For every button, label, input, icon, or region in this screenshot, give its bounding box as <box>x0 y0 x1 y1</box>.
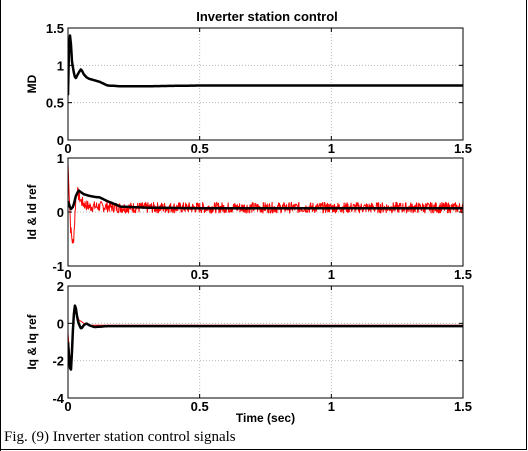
x-tick-label: 0 <box>64 141 71 156</box>
series-line-2 <box>68 189 463 211</box>
y-axis-label: MD <box>25 74 39 93</box>
y-tick-label: 0 <box>57 133 64 148</box>
y-tick-label: 1.5 <box>46 21 64 36</box>
y-axis-label: Id & Id ref <box>25 183 39 239</box>
x-tick-label: 0 <box>64 399 71 414</box>
x-tick-label: 1 <box>328 399 335 414</box>
y-tick-label: 1 <box>57 58 64 73</box>
series-group <box>68 163 463 244</box>
y-axis-label: Iq & Iq ref <box>25 313 39 369</box>
y-tick-label: 0 <box>57 205 64 220</box>
subplot-3: 0 0.5 1 1.5 -4 -2 0 2 Iq & Iq ref Time (sec) <box>25 279 472 425</box>
series-line-1 <box>68 34 463 96</box>
x-tick-label: 0.5 <box>191 267 209 282</box>
plot-frame <box>67 27 464 141</box>
chart-title: Inverter station control <box>196 9 338 24</box>
y-tick-label: 0 <box>57 316 64 331</box>
series-group <box>68 34 463 96</box>
series-line-2 <box>68 304 463 371</box>
subplot-1: 0 0.5 1 1.5 0 0.5 1 1.5 MD <box>25 21 472 156</box>
x-tick-label: 1.5 <box>454 399 472 414</box>
series-group <box>68 304 463 371</box>
x-tick-label: 0.5 <box>191 399 209 414</box>
y-tick-label: -2 <box>52 354 64 369</box>
x-tick-label: 1 <box>328 267 335 282</box>
plot-frame <box>67 285 464 399</box>
y-tick-label: -1 <box>52 259 64 274</box>
y-tick-label: 1 <box>57 151 64 166</box>
page-border-left <box>0 0 1 451</box>
series-line-1 <box>68 163 463 244</box>
y-tick-label: 0.5 <box>46 96 64 111</box>
x-tick-label: 1.5 <box>454 141 472 156</box>
y-tick-label: -4 <box>52 391 64 406</box>
x-tick-label: 0.5 <box>191 141 209 156</box>
y-tick-label: 2 <box>57 279 64 294</box>
x-axis-label: Time (sec) <box>236 411 295 425</box>
figure-caption: Fig. (9) Inverter station control signal… <box>4 429 236 445</box>
series-line-1 <box>68 309 463 361</box>
x-tick-label: 1 <box>328 141 335 156</box>
x-tick-label: 1.5 <box>454 267 472 282</box>
x-tick-label: 0 <box>64 267 71 282</box>
